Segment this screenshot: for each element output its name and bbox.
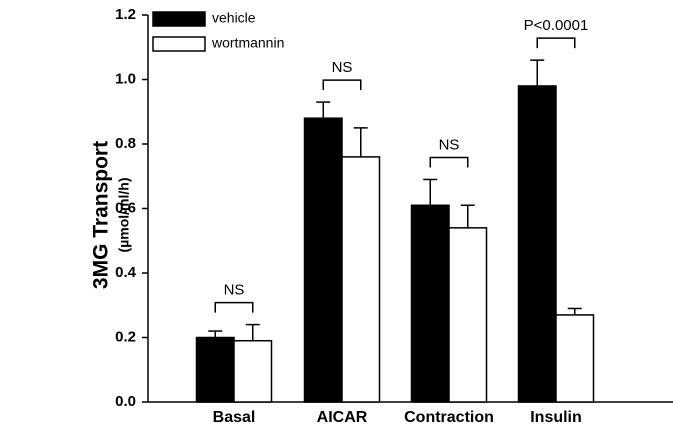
x-tick-label: AICAR: [317, 409, 368, 426]
y-tick-label: 0.6: [115, 199, 136, 216]
y-tick-label: 0.0: [115, 393, 136, 410]
bar: [195, 336, 235, 403]
bracket: [214, 301, 254, 313]
bar: [341, 156, 381, 403]
y-tick-label: 0.2: [115, 328, 136, 345]
y-axis-unit: (µmol/ml/h): [116, 178, 132, 253]
legend-label: vehicle: [212, 10, 256, 26]
annotation: NS: [332, 59, 353, 76]
bar: [303, 117, 343, 403]
y-axis-title: 3MG Transport: [90, 141, 113, 289]
y-tick-label: 1.2: [115, 6, 136, 23]
y-tick-label: 0.4: [115, 264, 137, 281]
y-tick-label: 0.8: [115, 135, 136, 152]
bar: [448, 227, 488, 403]
x-tick-label: Basal: [213, 409, 256, 426]
x-tick-label: Contraction: [404, 409, 494, 426]
bracket: [322, 79, 362, 91]
bar: [410, 204, 450, 403]
legend-label: wortmannin: [211, 35, 284, 51]
annotation: P<0.0001: [524, 17, 589, 34]
legend-swatch: [152, 11, 206, 27]
annotation: NS: [224, 282, 245, 299]
bracket: [429, 156, 469, 168]
bar: [517, 85, 557, 403]
x-tick-label: Insulin: [530, 409, 582, 426]
bar: [233, 339, 273, 403]
bar: [555, 314, 595, 403]
legend-swatch: [152, 36, 206, 52]
y-tick-label: 1.0: [115, 70, 136, 87]
annotation: NS: [439, 136, 460, 153]
bracket: [536, 37, 576, 49]
